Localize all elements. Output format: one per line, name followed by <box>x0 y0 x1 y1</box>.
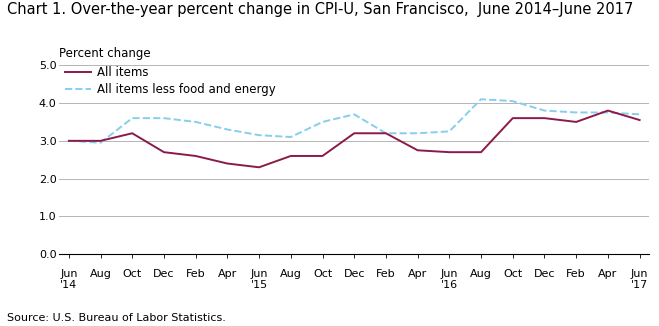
Text: Aug: Aug <box>470 269 492 279</box>
Text: Jun
'14: Jun '14 <box>60 269 78 290</box>
All items less food and energy <box>287 135 295 139</box>
All items less food and energy <box>509 99 517 103</box>
Text: Source: U.S. Bureau of Labor Statistics.: Source: U.S. Bureau of Labor Statistics. <box>7 313 225 323</box>
All items less food and energy <box>255 133 263 137</box>
Legend: All items, All items less food and energy: All items, All items less food and energ… <box>65 66 276 96</box>
All items less food and energy <box>477 97 485 101</box>
Text: Chart 1. Over-the-year percent change in CPI-U, San Francisco,  June 2014–June 2: Chart 1. Over-the-year percent change in… <box>7 2 633 17</box>
All items less food and energy <box>540 109 548 112</box>
Text: Dec: Dec <box>153 269 175 279</box>
All items less food and energy <box>129 116 136 120</box>
All items <box>477 150 485 154</box>
Text: Oct: Oct <box>503 269 523 279</box>
All items less food and energy <box>604 111 612 114</box>
Text: Jun
'15: Jun '15 <box>250 269 268 290</box>
Text: Feb: Feb <box>376 269 396 279</box>
All items less food and energy <box>223 127 231 131</box>
All items <box>192 154 200 158</box>
All items <box>255 165 263 169</box>
All items <box>636 118 644 122</box>
All items less food and energy <box>160 116 168 120</box>
Text: Aug: Aug <box>90 269 111 279</box>
Text: Aug: Aug <box>280 269 302 279</box>
All items less food and energy <box>636 112 644 116</box>
Text: Dec: Dec <box>534 269 556 279</box>
Text: Oct: Oct <box>313 269 332 279</box>
Text: Oct: Oct <box>123 269 142 279</box>
All items <box>160 150 168 154</box>
Text: Feb: Feb <box>186 269 206 279</box>
All items less food and energy <box>382 131 390 135</box>
All items <box>351 131 358 135</box>
All items <box>382 131 390 135</box>
Text: Dec: Dec <box>343 269 365 279</box>
Line: All items: All items <box>69 111 640 167</box>
Line: All items less food and energy: All items less food and energy <box>69 99 640 143</box>
Text: Percent change: Percent change <box>59 47 151 60</box>
All items less food and energy <box>97 141 105 145</box>
Text: Jun
'16: Jun '16 <box>441 269 458 290</box>
All items less food and energy <box>192 120 200 124</box>
All items <box>287 154 295 158</box>
All items <box>604 109 612 112</box>
All items <box>445 150 453 154</box>
All items <box>414 148 422 152</box>
All items <box>318 154 326 158</box>
All items <box>65 139 72 143</box>
Text: Apr: Apr <box>598 269 617 279</box>
All items less food and energy <box>445 129 453 133</box>
All items <box>509 116 517 120</box>
All items less food and energy <box>318 120 326 124</box>
All items less food and energy <box>414 131 422 135</box>
All items <box>223 162 231 166</box>
Text: Feb: Feb <box>566 269 586 279</box>
All items <box>540 116 548 120</box>
All items <box>572 120 580 124</box>
All items less food and energy <box>572 111 580 114</box>
All items less food and energy <box>65 139 72 143</box>
Text: Apr: Apr <box>217 269 237 279</box>
All items less food and energy <box>351 112 358 116</box>
Text: Jun
'17: Jun '17 <box>631 269 648 290</box>
Text: Apr: Apr <box>408 269 427 279</box>
All items <box>97 139 105 143</box>
All items <box>129 131 136 135</box>
